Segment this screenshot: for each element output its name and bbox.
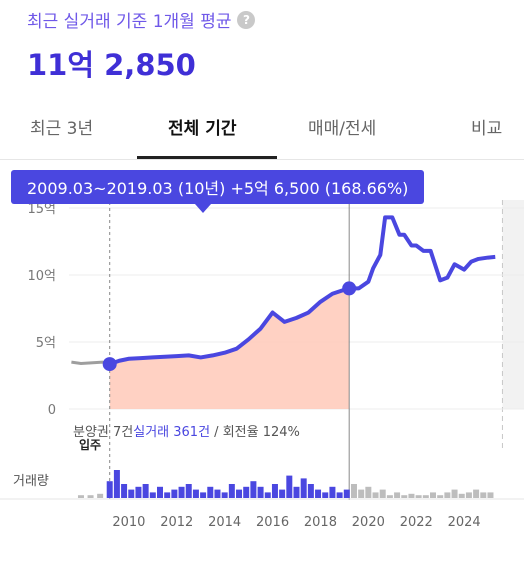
volume-bar [243, 486, 250, 498]
volume-bar [372, 492, 379, 498]
volume-bar [264, 492, 271, 498]
volume-bar [77, 495, 84, 498]
volume-bar [350, 484, 357, 498]
selection-fill [109, 288, 350, 409]
y-tick-label: 15억 [27, 202, 56, 217]
volume-bar [358, 489, 365, 498]
volume-bar [336, 492, 343, 498]
volume-bar [207, 486, 214, 498]
selection-end-dot [342, 281, 357, 296]
y-tick-label: 5억 [36, 336, 56, 351]
range-tooltip: 2009.03~2019.03 (10년) +5억 6,500 (168.66%… [11, 170, 425, 204]
volume-bar [480, 492, 487, 498]
help-icon[interactable]: ? [237, 10, 256, 29]
tab-recent-3-years[interactable]: 최근 3년 [30, 119, 94, 139]
tooltip-arrow [195, 204, 211, 213]
volume-bar [386, 495, 393, 498]
volume-bar [178, 486, 185, 498]
price-chart[interactable]: 15억 10억 5억 0 2010 2012 2014 2016 2018 2020 2022 202… [0, 160, 524, 570]
volume-bar [343, 489, 350, 498]
selection-start-dot [102, 357, 117, 372]
x-tick-label: 2014 [208, 515, 241, 530]
volume-bar [437, 495, 444, 498]
volume-bar [279, 489, 286, 498]
volume-bar [286, 475, 293, 498]
volume-bar [113, 470, 120, 498]
volume-bar [458, 493, 465, 498]
period-tabs: 최근 3년 전체 기간 매매/전세 비교 [0, 104, 524, 160]
stats-deals[interactable]: 실거래 361건 [133, 425, 211, 440]
y-tick-label: 0 [48, 403, 56, 418]
caption-text: 최근 실거래 기준 1개월 평균 [27, 12, 232, 32]
volume-bar [228, 484, 235, 498]
volume-bar [97, 493, 104, 498]
stats-presale: 분양권 7건 [73, 425, 134, 440]
price-caption: 최근 실거래 기준 1개월 평균 ? [27, 7, 256, 32]
stats-turnover: / 회전율 124% [210, 425, 300, 440]
volume-bar [257, 486, 264, 498]
volume-bar [401, 495, 408, 498]
tab-all-period[interactable]: 전체 기간 [168, 119, 237, 139]
volume-bar [379, 489, 386, 498]
active-tab-indicator [137, 156, 277, 159]
volume-bar [322, 492, 329, 498]
x-tick-label: 2024 [448, 515, 481, 530]
volume-bar [128, 489, 135, 498]
volume-bar [171, 489, 178, 498]
volume-bar [408, 493, 415, 498]
volume-bar [142, 484, 149, 498]
volume-bar [164, 492, 171, 498]
tab-compare[interactable]: 비교 [471, 119, 503, 139]
volume-bar [444, 492, 451, 498]
x-tick-label: 2020 [352, 515, 385, 530]
volume-bar [157, 486, 163, 498]
volume-bar [214, 489, 221, 498]
volume-bar [106, 481, 113, 498]
volume-bar [473, 489, 480, 498]
x-tick-label: 2010 [112, 515, 145, 530]
volume-bar [192, 489, 199, 498]
volume-bar [307, 484, 314, 498]
volume-bar [121, 484, 128, 498]
volume-bar [430, 492, 436, 498]
tab-sale-lease[interactable]: 매매/전세 [308, 119, 377, 139]
transaction-stats: 분양권 7건실거래 361건 / 회전율 124% [73, 421, 300, 440]
volume-bar [365, 486, 372, 498]
volume-bar [465, 492, 472, 498]
volume-bar [135, 486, 142, 498]
tabs-divider [0, 159, 524, 160]
volume-bar [271, 484, 278, 498]
volume-bar [487, 492, 494, 498]
volume-bar [394, 492, 401, 498]
x-tick-label: 2016 [256, 515, 289, 530]
volume-bar [200, 492, 207, 498]
volume-label: 거래량 [13, 474, 49, 489]
volume-bar [451, 489, 458, 498]
volume-bar [329, 486, 336, 498]
volume-bar [87, 495, 94, 498]
volume-bar [415, 495, 422, 498]
volume-bar [149, 492, 156, 498]
volume-bar [250, 481, 257, 498]
volume-bar [185, 484, 192, 498]
volume-bar [422, 495, 429, 498]
volume-bar [221, 492, 228, 498]
average-price: 11억 2,850 [27, 48, 196, 82]
volume-bar [315, 489, 322, 498]
volume-bar [300, 478, 307, 498]
future-area [502, 200, 524, 409]
x-tick-label: 2018 [304, 515, 337, 530]
x-tick-label: 2012 [160, 515, 193, 530]
volume-bar [293, 486, 300, 498]
x-tick-label: 2022 [400, 515, 433, 530]
y-tick-label: 10억 [27, 269, 56, 284]
move-in-label: 입주 [79, 438, 102, 452]
volume-bar [236, 489, 243, 498]
